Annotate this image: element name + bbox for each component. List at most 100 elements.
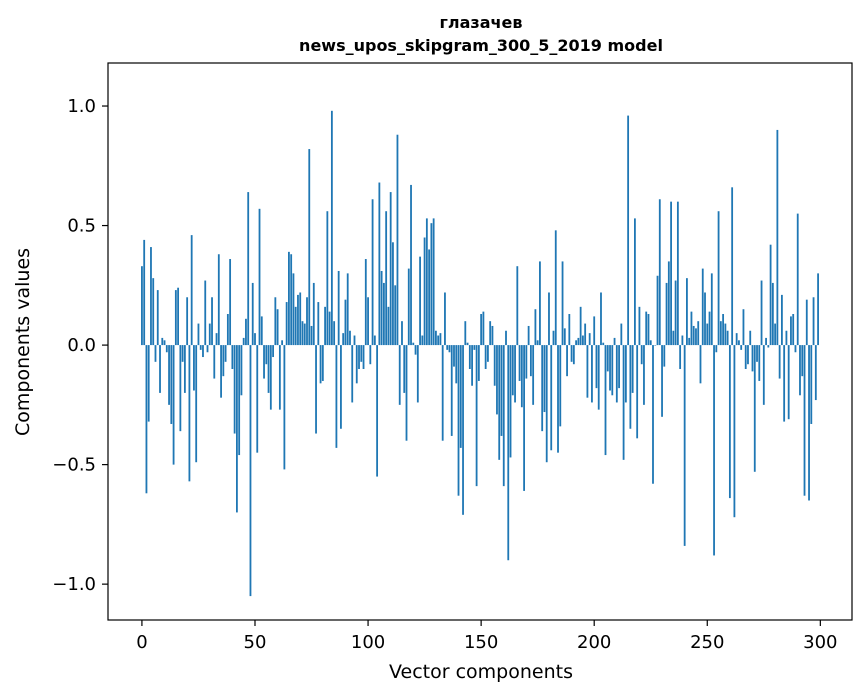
bar-108 xyxy=(385,211,388,346)
bar-265 xyxy=(740,345,743,350)
bar-269 xyxy=(749,330,752,346)
bar-83 xyxy=(328,311,331,346)
bar-128 xyxy=(430,223,433,346)
bar-28 xyxy=(204,280,207,346)
bar-27 xyxy=(202,345,204,358)
bar-162 xyxy=(507,345,510,561)
bar-17 xyxy=(179,345,182,432)
bar-49 xyxy=(251,282,254,346)
bar-58 xyxy=(272,345,274,358)
x-tick-label: 100 xyxy=(351,632,385,653)
bar-175 xyxy=(536,340,539,346)
bar-222 xyxy=(643,345,645,405)
bar-172 xyxy=(529,345,532,377)
bar-105 xyxy=(378,182,381,346)
bar-23 xyxy=(193,345,195,391)
bar-185 xyxy=(559,345,562,427)
bar-286 xyxy=(787,345,790,420)
bar-110 xyxy=(389,192,392,346)
bar-233 xyxy=(667,261,670,346)
bar-262 xyxy=(733,345,736,518)
bar-103 xyxy=(373,335,376,346)
bar-225 xyxy=(649,340,652,346)
bar-174 xyxy=(534,309,537,346)
x-axis-label: Vector components xyxy=(389,661,573,683)
bar-2 xyxy=(145,345,148,494)
bar-194 xyxy=(579,306,582,346)
bar-84 xyxy=(330,110,333,346)
bar-230 xyxy=(661,345,663,417)
bar-241 xyxy=(686,278,688,346)
bar-245 xyxy=(695,328,697,346)
bar-92 xyxy=(349,330,351,346)
bar-153 xyxy=(487,345,489,362)
bar-115 xyxy=(401,321,403,346)
bar-250 xyxy=(706,323,709,346)
bar-12 xyxy=(168,345,170,405)
bar-177 xyxy=(541,345,544,432)
bar-209 xyxy=(613,337,616,346)
bar-75 xyxy=(310,325,313,346)
y-tick-label: −0.5 xyxy=(52,455,96,476)
bar-190 xyxy=(570,345,573,362)
bar-211 xyxy=(618,345,620,389)
bar-78 xyxy=(317,302,320,346)
bar-214 xyxy=(624,345,627,403)
bar-219 xyxy=(636,345,639,439)
bar-70 xyxy=(299,292,302,346)
bar-256 xyxy=(719,321,722,346)
bar-235 xyxy=(672,330,675,346)
bar-248 xyxy=(701,268,704,346)
bar-163 xyxy=(509,345,512,458)
bar-229 xyxy=(658,199,661,346)
bar-97 xyxy=(360,345,363,362)
bar-254 xyxy=(715,345,718,353)
bar-121 xyxy=(414,345,417,355)
bar-57 xyxy=(269,345,272,410)
bar-129 xyxy=(432,218,435,346)
x-tick-label: 200 xyxy=(577,632,611,653)
bar-79 xyxy=(319,345,322,384)
bar-249 xyxy=(704,292,706,346)
bar-210 xyxy=(615,345,618,403)
y-tick-label: 0.0 xyxy=(67,335,96,356)
bar-297 xyxy=(812,297,815,346)
bar-176 xyxy=(539,261,541,346)
y-tick-label: −1.0 xyxy=(52,574,96,595)
bar-160 xyxy=(502,345,505,487)
bar-54 xyxy=(263,345,265,379)
bar-290 xyxy=(796,213,799,346)
bar-289 xyxy=(794,345,797,353)
bar-217 xyxy=(631,345,634,393)
bar-39 xyxy=(229,259,232,346)
bar-41 xyxy=(233,345,236,434)
bar-144 xyxy=(466,342,469,346)
bar-240 xyxy=(683,345,686,546)
bar-104 xyxy=(376,345,379,477)
bar-294 xyxy=(805,299,808,346)
bar-119 xyxy=(410,184,412,346)
bar-287 xyxy=(790,316,792,346)
bar-25 xyxy=(197,323,200,346)
bar-94 xyxy=(353,335,356,346)
bar-7 xyxy=(156,290,159,346)
bar-42 xyxy=(236,345,238,513)
bar-148 xyxy=(475,345,478,487)
bar-261 xyxy=(731,187,734,346)
bar-152 xyxy=(484,345,487,369)
bar-267 xyxy=(744,345,747,369)
bar-179 xyxy=(545,345,548,463)
bar-20 xyxy=(186,297,189,346)
bar-69 xyxy=(297,294,299,346)
bar-291 xyxy=(799,345,801,396)
bar-87 xyxy=(337,270,340,346)
y-axis-ticks: −1.0 −0.5 0.0 0.5 1.0 xyxy=(52,96,108,595)
bar-68 xyxy=(294,306,297,346)
bar-137 xyxy=(450,345,453,436)
bar-140 xyxy=(457,345,460,496)
bar-284 xyxy=(783,345,786,422)
bar-30 xyxy=(208,323,211,346)
bar-26 xyxy=(199,345,202,350)
bar-246 xyxy=(697,321,700,346)
bar-82 xyxy=(326,211,329,346)
